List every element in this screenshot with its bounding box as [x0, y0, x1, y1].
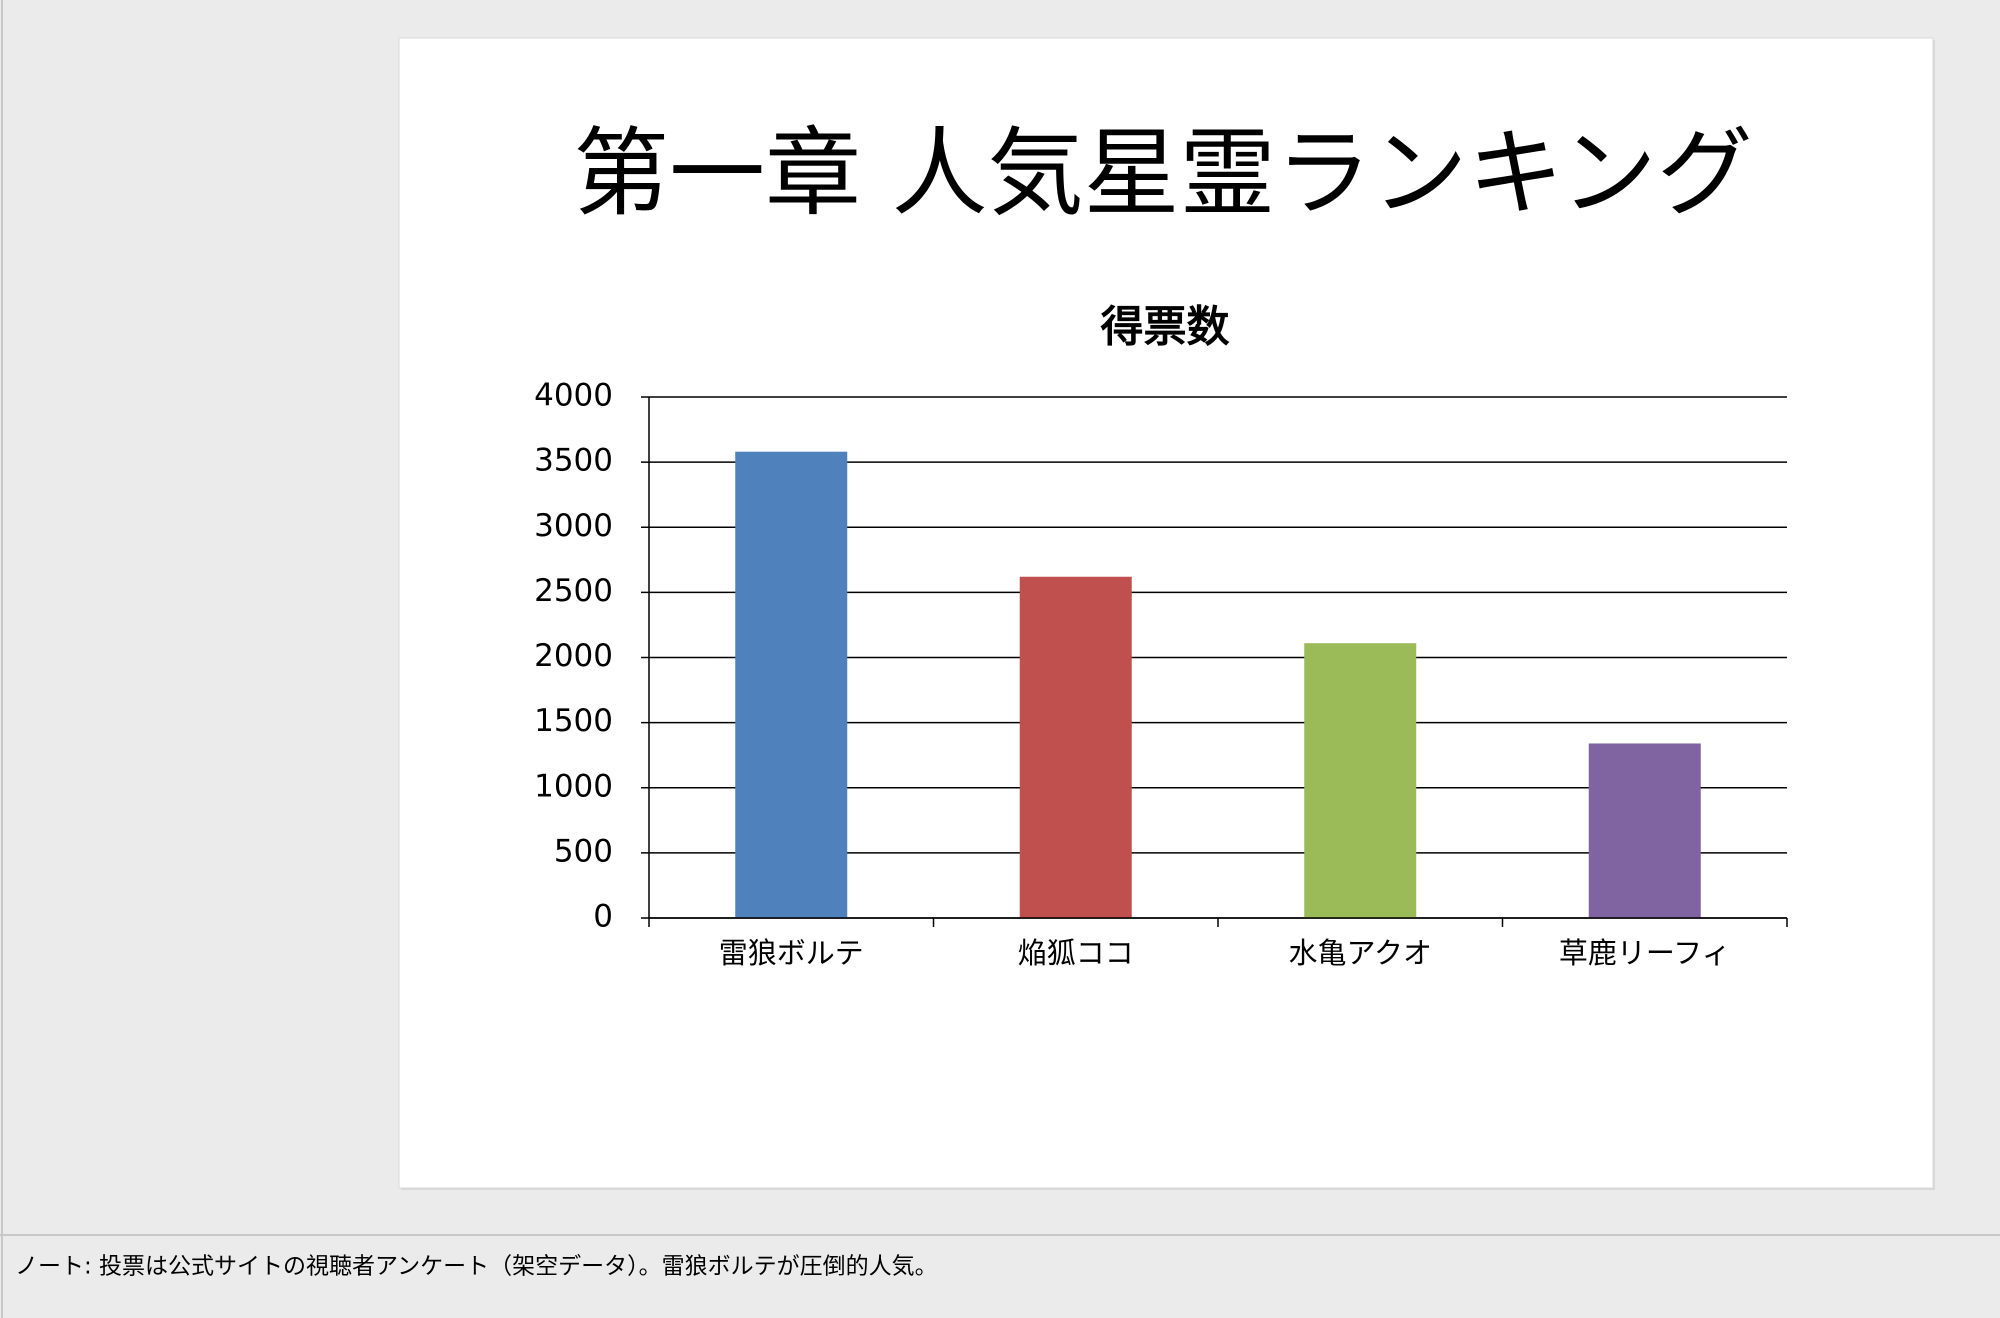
plot: 0 500 1000 1500 2000 2500 3000 3500 4000 雷狼ボルテ 焔狐コ… [534, 378, 1788, 970]
y-tick-label: 3500 [534, 443, 613, 479]
slide [398, 37, 1934, 1189]
y-tick-label: 2000 [534, 638, 613, 674]
chart-title: 得票数 [1101, 303, 1230, 353]
x-tick-label: 草鹿リーフィ [1559, 936, 1731, 970]
notes-text: ノート: 投票は公式サイトの視聴者アンケート（架空データ）。雷狼ボルテが圧倒的人… [15, 1254, 938, 1280]
slide-title: 第一章 人気星霊ランキング [573, 117, 1753, 229]
y-tick-label: 0 [593, 899, 613, 935]
x-tick-label: 焔狐ココ [1018, 936, 1134, 970]
bar [1019, 576, 1132, 918]
y-tick-label: 4000 [534, 378, 613, 414]
y-tick-label: 3000 [534, 508, 613, 544]
y-tick-label: 2500 [534, 573, 613, 609]
bar [1304, 643, 1417, 918]
x-tick-label: 水亀アクオ [1288, 936, 1432, 970]
y-tick-label: 1000 [534, 768, 613, 804]
x-tick-label: 雷狼ボルテ [719, 936, 864, 970]
bar [735, 451, 848, 918]
y-tick-label: 500 [554, 833, 613, 869]
bar [1588, 743, 1701, 918]
y-tick-label: 1500 [534, 703, 613, 739]
